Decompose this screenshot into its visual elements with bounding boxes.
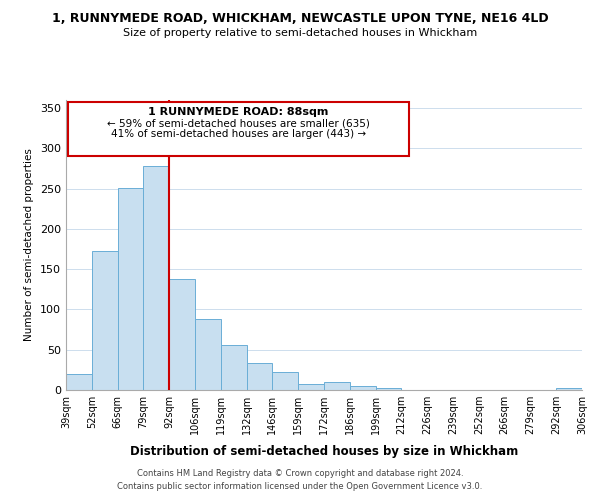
Text: 41% of semi-detached houses are larger (443) →: 41% of semi-detached houses are larger (…	[111, 129, 366, 139]
Bar	[350, 386, 376, 390]
Text: Size of property relative to semi-detached houses in Whickham: Size of property relative to semi-detach…	[123, 28, 477, 38]
Text: ← 59% of semi-detached houses are smaller (635): ← 59% of semi-detached houses are smalle…	[107, 118, 370, 128]
Bar	[169, 279, 195, 390]
X-axis label: Distribution of semi-detached houses by size in Whickham: Distribution of semi-detached houses by …	[130, 446, 518, 458]
Bar	[118, 188, 143, 390]
Bar	[143, 166, 169, 390]
Bar	[66, 374, 92, 390]
Bar	[92, 252, 118, 390]
Bar	[556, 388, 582, 390]
Bar	[324, 382, 350, 390]
Text: 1, RUNNYMEDE ROAD, WHICKHAM, NEWCASTLE UPON TYNE, NE16 4LD: 1, RUNNYMEDE ROAD, WHICKHAM, NEWCASTLE U…	[52, 12, 548, 26]
Bar	[298, 384, 324, 390]
FancyBboxPatch shape	[68, 102, 409, 156]
Text: Contains HM Land Registry data © Crown copyright and database right 2024.: Contains HM Land Registry data © Crown c…	[137, 468, 463, 477]
Bar	[376, 388, 401, 390]
Bar	[272, 372, 298, 390]
Y-axis label: Number of semi-detached properties: Number of semi-detached properties	[25, 148, 34, 342]
Text: 1 RUNNYMEDE ROAD: 88sqm: 1 RUNNYMEDE ROAD: 88sqm	[148, 108, 329, 118]
Bar	[221, 345, 247, 390]
Text: Contains public sector information licensed under the Open Government Licence v3: Contains public sector information licen…	[118, 482, 482, 491]
Bar	[195, 319, 221, 390]
Bar	[247, 362, 272, 390]
